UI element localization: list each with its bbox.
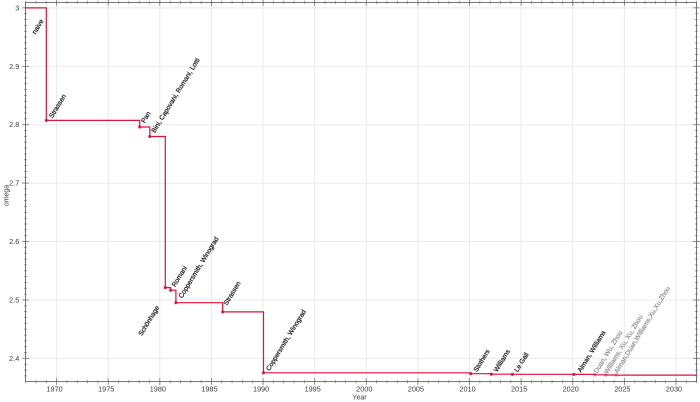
svg-text:2.8: 2.8 <box>9 120 19 129</box>
svg-text:2010: 2010 <box>459 385 475 394</box>
svg-text:1985: 1985 <box>201 385 217 394</box>
svg-text:1970: 1970 <box>46 385 62 394</box>
svg-text:2015: 2015 <box>511 385 527 394</box>
svg-text:1980: 1980 <box>150 385 166 394</box>
svg-text:2025: 2025 <box>614 385 630 394</box>
svg-text:2030: 2030 <box>666 385 682 394</box>
svg-text:3: 3 <box>15 3 19 12</box>
svg-text:1975: 1975 <box>98 385 114 394</box>
svg-text:1995: 1995 <box>305 385 321 394</box>
svg-text:2.7: 2.7 <box>9 179 19 188</box>
svg-text:1990: 1990 <box>253 385 269 394</box>
svg-text:2000: 2000 <box>356 385 372 394</box>
svg-text:2005: 2005 <box>408 385 424 394</box>
svg-text:2.9: 2.9 <box>9 62 19 71</box>
svg-text:omega: omega <box>4 185 11 207</box>
svg-text:Year: Year <box>352 395 367 402</box>
svg-text:2020: 2020 <box>563 385 579 394</box>
svg-text:2.6: 2.6 <box>9 237 19 246</box>
svg-text:2.5: 2.5 <box>9 295 19 304</box>
svg-text:2.4: 2.4 <box>9 354 19 363</box>
